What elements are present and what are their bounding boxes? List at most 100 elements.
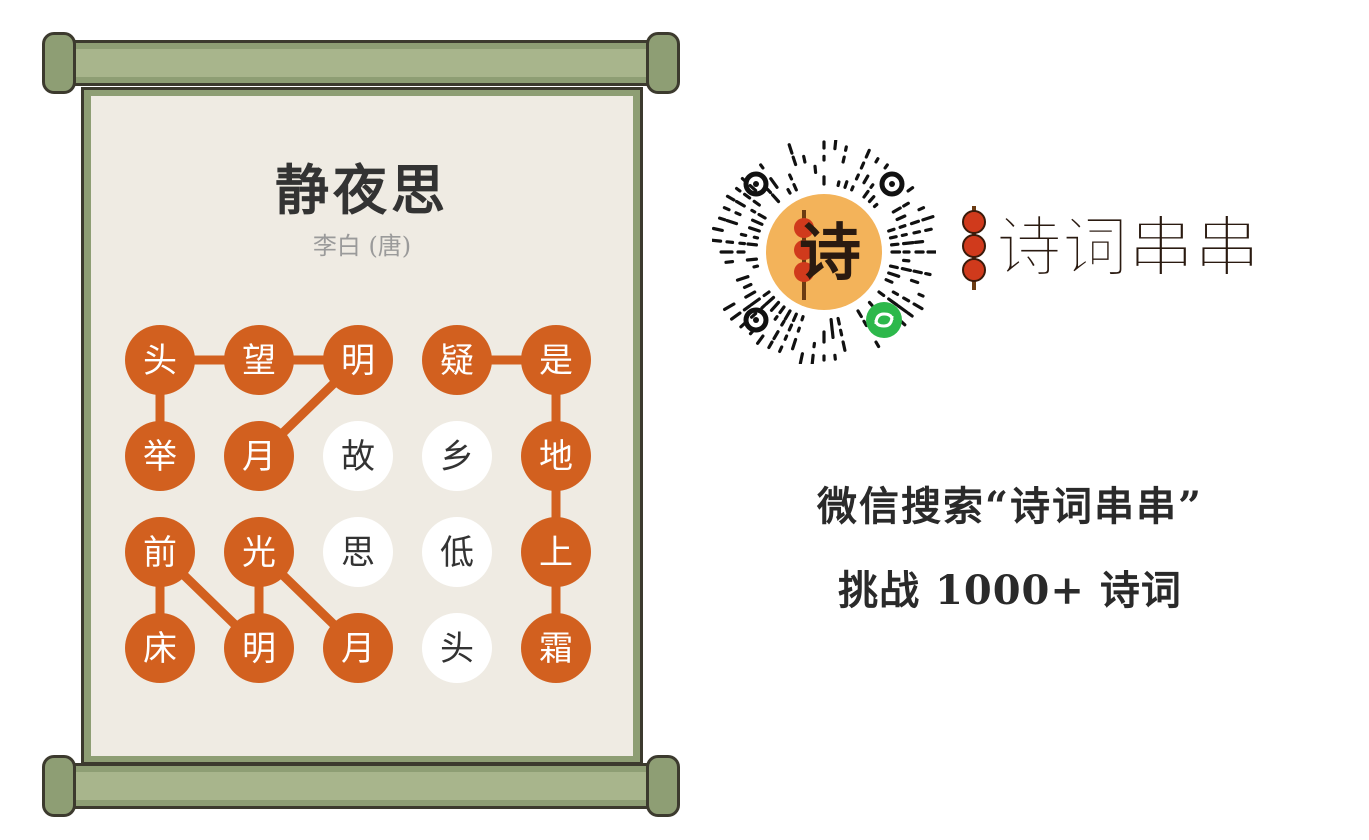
qr-ray	[752, 199, 761, 207]
board-cell[interactable]: 是	[521, 325, 591, 395]
qr-ray	[796, 326, 801, 333]
board-cell[interactable]: 月	[323, 613, 393, 683]
board-cell-disc	[422, 517, 492, 587]
board-cell[interactable]: 思	[323, 517, 393, 587]
board-cell[interactable]: 疑	[422, 325, 492, 395]
board-cell-char: 是	[539, 341, 573, 381]
board-cell[interactable]: 光	[224, 517, 294, 587]
qr-ray	[891, 290, 900, 296]
qr-ray	[746, 242, 759, 247]
qr-ray	[912, 269, 923, 275]
qr-ray	[745, 257, 759, 262]
mini-program-code[interactable]: 诗	[712, 140, 936, 364]
qr-ray	[900, 267, 912, 272]
board-cell-selected-disc	[125, 517, 195, 587]
board-cell-char: 前	[143, 533, 177, 573]
board-cell-char: 头	[143, 341, 177, 381]
board-cell-selected-disc	[422, 325, 492, 395]
qr-ray	[912, 302, 924, 311]
qr-ray	[830, 330, 835, 339]
link-icon	[874, 312, 894, 328]
qr-ray	[924, 272, 932, 277]
qr-ray	[902, 240, 915, 246]
board-cell[interactable]: 月	[224, 421, 294, 491]
board-cell-char: 地	[539, 437, 573, 477]
qr-ray	[787, 323, 794, 332]
qr-ray	[730, 311, 742, 321]
qr-ray	[844, 145, 848, 152]
qr-ray	[735, 186, 742, 193]
qr-ray	[917, 292, 925, 298]
board-cell-char: 乡	[440, 437, 474, 477]
scroll-bottom-right-knob	[646, 755, 680, 817]
qr-ray	[883, 163, 889, 170]
qr-ray	[764, 295, 776, 306]
qr-ray	[867, 195, 876, 204]
qr-ray	[783, 334, 789, 341]
qr-ray	[902, 201, 910, 208]
board-cell[interactable]: 明	[323, 325, 393, 395]
board-cell-disc	[323, 517, 393, 587]
qr-ray	[791, 155, 798, 167]
board-cell[interactable]: 头	[125, 325, 195, 395]
qr-skewer-ball	[794, 240, 814, 260]
mini-program-code-pattern	[712, 140, 936, 364]
qr-ray	[829, 318, 834, 332]
board-cell-selected-disc	[224, 325, 294, 395]
mini-program-badge-icon	[866, 302, 902, 338]
qr-ray	[769, 300, 781, 312]
qr-ray	[769, 177, 779, 189]
board-cell[interactable]: 前	[125, 517, 195, 587]
qr-ray	[735, 199, 746, 208]
brand-name: 诗词串串	[996, 209, 1260, 286]
board-cell-char: 霜	[539, 629, 573, 669]
qr-ray	[899, 320, 907, 327]
qr-ray	[906, 311, 914, 318]
scroll-top-bar	[60, 40, 662, 86]
qr-ray	[762, 290, 771, 298]
qr-ray	[877, 290, 886, 297]
qr-ray	[742, 282, 753, 289]
scroll-bottom-bar	[60, 763, 662, 809]
qr-ray	[734, 211, 742, 217]
board-cell-char: 明	[341, 341, 375, 381]
board-cell[interactable]: 故	[323, 421, 393, 491]
board-cell-char: 明	[242, 629, 276, 669]
qr-ray	[912, 230, 922, 235]
qr-ray	[890, 242, 900, 247]
board-cell[interactable]: 举	[125, 421, 195, 491]
qr-ray	[874, 340, 881, 349]
qr-ray	[813, 164, 818, 175]
search-instruction: 微信搜索“诗词串串”	[816, 483, 1203, 530]
board-cell[interactable]: 上	[521, 517, 591, 587]
qr-ray	[887, 271, 901, 278]
qr-ray	[902, 296, 911, 303]
board-cell[interactable]: 低	[422, 517, 492, 587]
board-cell[interactable]: 望	[224, 325, 294, 395]
board-cell-char: 望	[242, 341, 276, 381]
board-cell-selected-disc	[521, 613, 591, 683]
qr-ray	[778, 305, 786, 315]
qr-ray	[760, 303, 767, 310]
board-cell[interactable]: 乡	[422, 421, 492, 491]
qr-ray	[895, 214, 907, 222]
board-cell[interactable]: 头	[422, 613, 492, 683]
qr-ray	[884, 278, 894, 284]
board-cell-char: 疑	[440, 341, 474, 381]
qr-ray	[909, 278, 920, 285]
qr-ray	[869, 183, 875, 189]
board-cell-char: 上	[539, 533, 573, 573]
qr-ray	[856, 309, 863, 319]
qr-skewer-ball	[794, 262, 814, 282]
board-cell[interactable]: 霜	[521, 613, 591, 683]
board-cell-selected-disc	[224, 517, 294, 587]
qr-finder-top-left-dot	[753, 181, 759, 187]
brand-skewer-ball	[962, 258, 986, 282]
board-cell-disc	[422, 613, 492, 683]
qr-ray	[772, 330, 780, 341]
board-cell[interactable]: 明	[224, 613, 294, 683]
qr-ray	[788, 173, 794, 181]
board-cell-selected-disc	[224, 613, 294, 683]
board-cell[interactable]: 地	[521, 421, 591, 491]
board-cell[interactable]: 床	[125, 613, 195, 683]
